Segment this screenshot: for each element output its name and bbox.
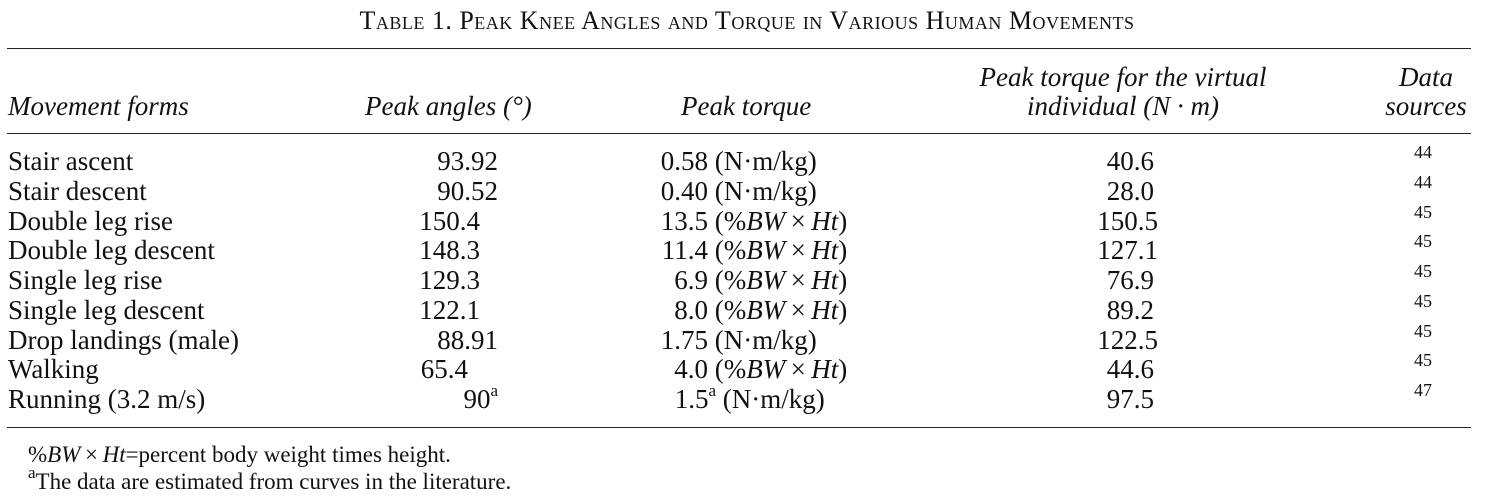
- torque-value: 1.75: [660, 324, 708, 355]
- torque-unit: (N·m/kg): [722, 384, 825, 414]
- cell-data-source: 45: [1414, 320, 1432, 341]
- cell-peak-angle: 129.3: [362, 265, 480, 295]
- cell-peak-torque: 6.9 (%BW × Ht): [640, 265, 847, 295]
- torque-unit: (%BW × Ht): [714, 354, 848, 385]
- cell-peak-angle: 65.4: [362, 354, 468, 384]
- cell-virtual-torque: 89.2: [1106, 294, 1154, 325]
- angle-value: 93.92: [437, 146, 498, 176]
- header-movement-forms: Movement forms: [8, 91, 189, 121]
- angle-value: 88.91: [437, 324, 498, 355]
- torque-unit: (%BW × Ht): [714, 265, 848, 295]
- angle-value: 148.3: [419, 235, 480, 266]
- cell-data-source: 45: [1414, 231, 1432, 252]
- torque-unit: (%BW × Ht): [714, 235, 848, 266]
- cell-peak-angle: 122.1: [362, 295, 480, 325]
- cell-peak-angle: 90.52: [380, 176, 498, 206]
- cell-peak-torque: 8.0 (%BW × Ht): [640, 295, 847, 325]
- angle-value: 90.52: [437, 175, 498, 206]
- torque-value: 13.5: [660, 205, 708, 236]
- torque-value: 0.40: [660, 175, 708, 206]
- cell-data-source: 44: [1414, 142, 1432, 162]
- torque-unit: (N·m/kg): [714, 175, 817, 206]
- cell-virtual-torque: 76.9: [1106, 265, 1154, 295]
- angle-footnote-mark: a: [490, 381, 498, 400]
- header-data-sources-line2: sources: [1385, 91, 1467, 121]
- header-peak-torque: Peak torque: [681, 91, 812, 121]
- cell-data-source: 47: [1414, 380, 1432, 400]
- cell-virtual-torque: 44.6: [1106, 354, 1154, 385]
- cell-movement: Double leg rise: [8, 205, 173, 236]
- header-rule: [7, 133, 1471, 134]
- cell-peak-torque: 13.5 (%BW × Ht): [640, 205, 848, 236]
- footnote-mark: a: [28, 463, 36, 483]
- cell-peak-torque: 1.5a (N·m/kg): [640, 381, 825, 414]
- angle-value: 129.3: [419, 265, 480, 295]
- cell-data-source: 45: [1414, 350, 1432, 371]
- cell-movement: Running (3.2 m/s): [8, 384, 206, 414]
- cell-movement: Double leg descent: [8, 235, 215, 266]
- cell-movement: Drop landings (male): [8, 324, 239, 355]
- cell-peak-angle: 150.4: [362, 206, 480, 236]
- cell-peak-angle: 148.3: [362, 235, 480, 265]
- table-caption: Table 1. Peak Knee Angles and Torque in …: [359, 6, 1135, 35]
- cell-movement: Stair descent: [8, 175, 147, 206]
- torque-value: 0.58: [660, 146, 708, 176]
- cell-virtual-torque: 40.6: [1106, 146, 1154, 176]
- angle-value: 90: [463, 384, 491, 414]
- cell-data-source: 45: [1414, 261, 1432, 281]
- torque-unit: (N·m/kg): [714, 146, 817, 176]
- torque-footnote-mark: a: [708, 381, 716, 400]
- cell-peak-angle: 88.91: [380, 325, 498, 355]
- torque-value: 6.9: [674, 265, 708, 295]
- top-rule: [7, 48, 1471, 49]
- cell-peak-torque: 4.0 (%BW × Ht): [640, 354, 847, 384]
- cell-movement: Single leg descent: [8, 294, 205, 325]
- header-data-sources-line1: Data: [1399, 62, 1453, 92]
- cell-movement: Stair ascent: [8, 146, 134, 176]
- cell-movement: Walking: [8, 354, 99, 385]
- cell-peak-angle: 93.92: [380, 146, 498, 176]
- footnote-text: The data are estimated from curves in th…: [35, 469, 512, 494]
- cell-virtual-torque: 150.5: [1097, 205, 1158, 236]
- torque-value: 11.4: [661, 235, 708, 266]
- abbreviation-definition: =percent body weight times height.: [125, 442, 451, 467]
- angle-value: 150.4: [419, 205, 480, 236]
- abbreviation-note: %BW × Ht=percent body weight times heigh…: [28, 441, 451, 468]
- header-virtual-line2: individual (N · m): [1027, 91, 1219, 121]
- cell-data-source: 45: [1414, 201, 1432, 222]
- cell-virtual-torque: 127.1: [1097, 235, 1158, 266]
- torque-value: 4.0: [674, 354, 708, 385]
- cell-virtual-torque: 97.5: [1106, 384, 1154, 414]
- cell-peak-torque: 1.75 (N·m/kg): [640, 325, 817, 355]
- footnote-a: aThe data are estimated from curves in t…: [28, 464, 512, 495]
- header-peak-angles: Peak angles (°): [365, 91, 532, 121]
- torque-value: 1.5: [674, 384, 709, 414]
- cell-virtual-torque: 122.5: [1097, 324, 1158, 355]
- cell-virtual-torque: 28.0: [1106, 175, 1154, 206]
- cell-data-source: 45: [1414, 290, 1432, 311]
- angle-value: 65.4: [420, 354, 468, 385]
- angle-value: 122.1: [419, 294, 480, 325]
- header-virtual-line1: Peak torque for the virtual: [979, 62, 1267, 92]
- torque-unit: (%BW × Ht): [714, 294, 848, 325]
- cell-data-source: 44: [1414, 171, 1432, 192]
- cell-peak-torque: 0.58 (N·m/kg): [640, 146, 817, 176]
- cell-movement: Single leg rise: [8, 265, 163, 295]
- abbreviation-term: %BW × Ht: [28, 442, 126, 467]
- cell-peak-angle: 90a: [380, 381, 498, 414]
- cell-peak-torque: 0.40 (N·m/kg): [640, 176, 817, 206]
- torque-unit: (%BW × Ht): [714, 205, 848, 236]
- cell-peak-torque: 11.4 (%BW × Ht): [640, 235, 848, 266]
- bottom-rule: [7, 427, 1471, 428]
- torque-unit: (N·m/kg): [714, 324, 817, 355]
- torque-value: 8.0: [674, 294, 708, 325]
